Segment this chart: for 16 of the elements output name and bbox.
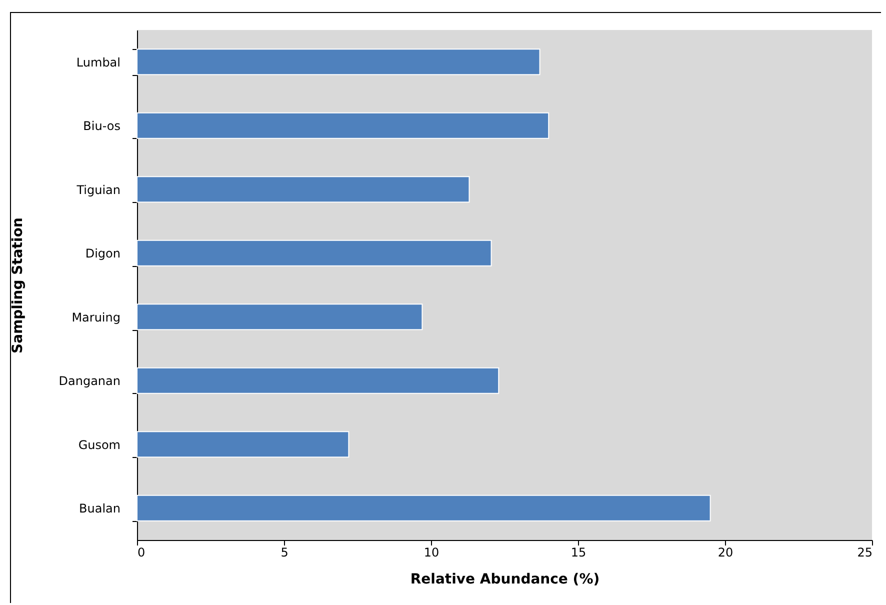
y-tick-label: Lumbal — [76, 55, 120, 70]
x-tick-label: 20 — [718, 546, 734, 560]
y-tick-label: Gusom — [78, 438, 120, 452]
x-axis-title: Relative Abundance (%) — [410, 572, 600, 588]
y-axis-title: Sampling Station — [10, 218, 26, 354]
x-tick-label: 5 — [280, 546, 288, 560]
y-tick-label: Tiguian — [76, 182, 120, 197]
y-tick-label: Digon — [85, 246, 120, 261]
x-tick-label: 0 — [138, 546, 146, 560]
x-tick-label: 25 — [857, 546, 872, 560]
y-tick-label: Maruing — [72, 310, 120, 324]
x-tick-label: 10 — [424, 546, 440, 560]
y-tick-label: Danganan — [58, 374, 120, 388]
y-tick-label: Bualan — [79, 502, 120, 516]
y-tick-label: Biu-os — [83, 119, 120, 134]
x-tick-label: 15 — [570, 546, 586, 560]
